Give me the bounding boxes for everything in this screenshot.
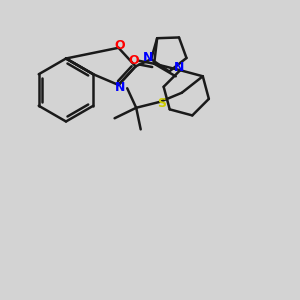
- Text: N: N: [143, 51, 153, 64]
- Text: N: N: [115, 81, 125, 94]
- Text: N: N: [173, 61, 184, 74]
- Text: S: S: [157, 97, 166, 110]
- Text: O: O: [129, 54, 140, 67]
- Text: O: O: [115, 39, 125, 52]
